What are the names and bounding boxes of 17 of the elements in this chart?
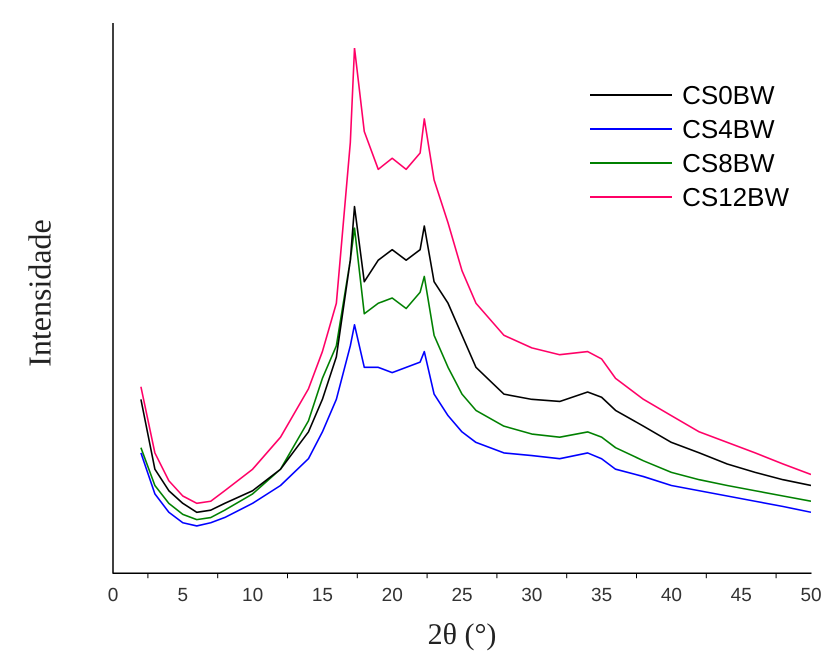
y-axis-title: Intensidade <box>22 219 58 367</box>
x-tick-label: 30 <box>521 584 542 606</box>
x-tick-label: 5 <box>178 584 188 606</box>
x-axis-title: 2θ (°) <box>428 618 496 651</box>
legend-label: CS0BW <box>682 80 775 110</box>
x-tick-label: 0 <box>108 584 118 606</box>
x-tick-label: 25 <box>451 584 473 606</box>
x-tick-label: 15 <box>312 584 333 606</box>
x-tick-label: 50 <box>800 584 822 606</box>
x-tick-label: 10 <box>242 584 264 606</box>
legend-label: CS8BW <box>682 148 775 178</box>
x-tick-label: 35 <box>591 584 612 606</box>
legend-label: CS4BW <box>682 114 775 144</box>
x-tick-label: 45 <box>730 584 752 606</box>
x-tick-label: 40 <box>660 584 682 606</box>
legend-label: CS12BW <box>682 182 789 212</box>
x-tick-label: 20 <box>382 584 403 606</box>
